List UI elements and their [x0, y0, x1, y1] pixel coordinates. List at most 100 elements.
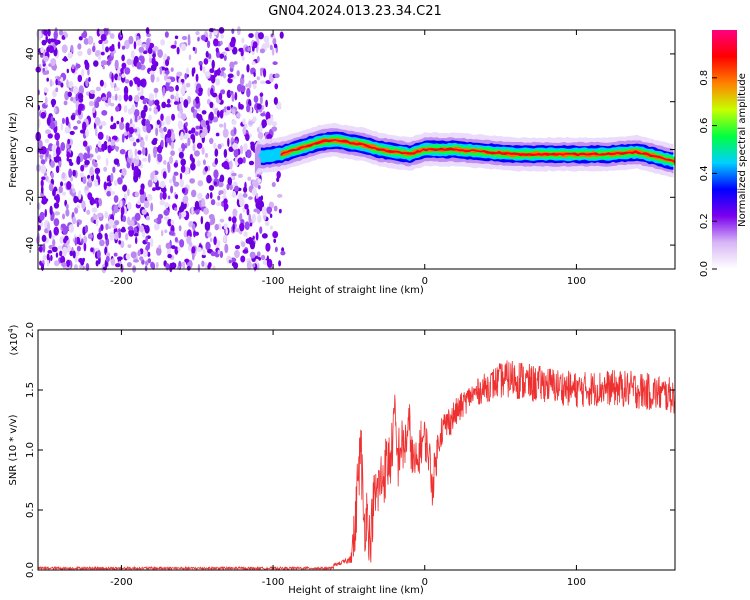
spectrogram-noise-cell [274, 83, 279, 90]
spectrogram-noise-cell [272, 37, 277, 46]
spectrogram-noise-cell [135, 155, 140, 160]
spectrogram-noise-cell [60, 76, 64, 84]
spectrogram-noise-cell [210, 87, 214, 96]
spectrogram-noise-cell [98, 227, 102, 234]
spectrogram-noise-cell [118, 94, 122, 102]
spectrogram-noise-cell [91, 207, 98, 213]
spectrogram-noise-cell [227, 73, 234, 79]
spectrogram-noise-cell [62, 191, 66, 196]
spectrogram-noise-cell [231, 119, 237, 125]
spectrogram-noise-cell [247, 176, 252, 181]
spectrogram-noise-cell [159, 180, 166, 189]
spectrogram-noise-cell [121, 73, 126, 79]
spectrogram-noise-cell [271, 121, 278, 127]
spectrogram-noise-cell [61, 44, 68, 54]
spectrogram-noise-cell [178, 225, 182, 232]
spectrogram-noise-cell [134, 191, 140, 198]
spectrogram-noise-cell [222, 188, 227, 196]
spectrogram-noise-cell [74, 236, 78, 246]
spectrogram-noise-cell [62, 246, 68, 255]
spectrogram-noise-cell [234, 92, 238, 101]
spectrogram-noise-cell [273, 97, 278, 105]
spectrogram-noise-cell [215, 47, 219, 53]
spectrogram-noise-cell [159, 66, 163, 75]
spectrogram-noise-cell [217, 249, 221, 255]
spectrogram-noise-cell [259, 95, 263, 105]
spectrogram-noise-cell [194, 200, 200, 210]
spectrogram-noise-cell [269, 225, 273, 230]
spectrogram-noise-cell [256, 55, 260, 63]
spectrogram-noise-cell [100, 33, 107, 42]
spectrogram-noise-cell [219, 53, 225, 59]
spectrogram-noise-cell [262, 68, 267, 78]
spectrogram-noise-cell [249, 222, 253, 227]
spectrogram-noise-cell [180, 43, 187, 52]
spectrogram-noise-cell [170, 245, 176, 250]
spectrogram-noise-cell [213, 29, 218, 36]
spectrogram-noise-cell [136, 200, 142, 205]
spectrogram-noise-cell [170, 44, 177, 49]
spectrogram-noise-cell [251, 179, 257, 186]
spectrogram-noise-cell [70, 176, 74, 182]
spectrogram-noise-cell [243, 186, 248, 193]
spectrogram-noise-cell [37, 224, 41, 231]
spectrogram-noise-cell [202, 66, 206, 74]
spectrogram-noise-cell [191, 205, 194, 216]
spectrogram-noise-cell [134, 94, 140, 103]
spectrogram-noise-cell [219, 250, 224, 259]
spectrogram-noise-cell [169, 178, 173, 184]
spectrogram-noise-cell [256, 251, 261, 257]
spectrogram-noise-cell [147, 153, 151, 164]
spectrogram-noise-cell [60, 255, 66, 264]
x-tick-label: 100 [567, 276, 586, 287]
spectrogram-noise-cell [84, 59, 89, 66]
spectrogram-noise-cell [214, 173, 218, 178]
spectrogram-noise-cell [132, 141, 137, 147]
ridge-band [280, 139, 675, 164]
spectrogram-noise-cell [77, 43, 82, 50]
spectrogram-noise-cell [101, 110, 108, 116]
spectrogram-noise-cell [143, 97, 149, 103]
colorbar: 0.0 0.2 0.4 0.6 0.8 Normalized spectral ampl… [699, 30, 748, 277]
spectrogram-noise-cell [42, 243, 46, 253]
spectrogram-noise-cell [40, 185, 44, 194]
spectrogram-noise-cell [151, 57, 156, 66]
spectrogram-noise-cell [38, 139, 43, 150]
spectrogram-noise-cell [100, 51, 105, 56]
spectrogram-noise-cell [100, 224, 104, 232]
spectrogram-noise-cell [176, 71, 183, 77]
spectrogram-noise-cell [96, 201, 100, 209]
spectrogram-noise-cell [94, 116, 101, 126]
spectrogram-noise-cell [200, 34, 206, 41]
spectrogram-noise-cell [241, 55, 245, 61]
spectrogram-noise-cell [194, 131, 199, 136]
spectrogram-noise-cell [105, 252, 111, 258]
spectrogram-noise-cell [246, 87, 251, 98]
spectrogram-noise-cell [97, 141, 102, 148]
spectrogram-noise-cell [204, 152, 209, 158]
spectrogram-noise-cell [179, 96, 184, 103]
spectrogram-noise-cell [145, 27, 150, 35]
spectrogram-noise-cell [85, 77, 89, 87]
spectrogram-noise-cell [163, 160, 167, 165]
spectrogram-noise-cell [171, 113, 176, 121]
spectrogram-noise-cell [139, 256, 144, 261]
spectrogram-noise-cell [58, 185, 63, 194]
spectrogram-noise-cell [59, 181, 64, 187]
x-tick-label: -200 [110, 276, 133, 287]
spectrogram-noise-cell [44, 138, 50, 144]
spectrogram-noise-cell [231, 108, 236, 115]
spectrogram-noise-cell [184, 72, 188, 80]
spectrogram-noise-cell [138, 46, 145, 53]
spectrogram-noise-cell [39, 260, 42, 266]
spectrogram-noise-cell [266, 206, 273, 213]
spectrogram-noise-cell [273, 238, 277, 244]
spectrogram-noise-cell [128, 35, 134, 45]
spectrogram-noise-cell [36, 202, 41, 211]
spectrogram-noise-cell [97, 212, 103, 218]
spectrogram-noise-cell [204, 261, 208, 270]
spectrogram-noise-cell [163, 209, 170, 216]
spectrogram-noise-cell [177, 247, 181, 252]
spectrogram-noise-cell [149, 70, 156, 75]
spectrogram-noise-cell [50, 115, 54, 124]
